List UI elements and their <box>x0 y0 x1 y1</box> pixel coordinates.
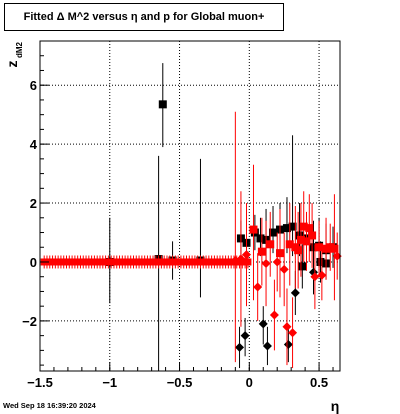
x-tick-label: 0.5 <box>310 375 328 390</box>
data-point-diamond <box>269 310 279 320</box>
data-point-square <box>285 240 294 249</box>
data-point-square <box>305 224 314 233</box>
data-point-square <box>276 249 284 258</box>
data-point-diamond <box>261 258 271 268</box>
plot-frame <box>39 40 341 372</box>
y-tick-label: −2 <box>22 314 37 329</box>
data-points <box>40 63 342 371</box>
data-point-diamond <box>332 251 342 261</box>
x-tick-label: −1.5 <box>27 375 53 390</box>
x-tick-label: −1 <box>102 375 117 390</box>
y-tick-label: 0 <box>30 255 37 270</box>
data-point-square <box>302 237 311 246</box>
data-point-square <box>249 225 258 234</box>
y-axis-label: z <box>4 61 20 68</box>
x-tick-label: −0.5 <box>167 375 193 390</box>
data-point-diamond <box>258 319 268 329</box>
data-point-square <box>158 100 167 109</box>
data-point-diamond <box>253 282 263 292</box>
data-point-diamond <box>317 270 327 280</box>
data-point-square <box>316 257 325 266</box>
data-point-square <box>294 246 303 255</box>
data-point-diamond <box>290 288 300 298</box>
data-point-diamond <box>288 328 298 338</box>
data-point-square <box>266 240 275 249</box>
data-point-square <box>308 231 317 240</box>
timestamp: Wed Sep 18 16:39:20 2024 <box>3 401 96 410</box>
data-point-square <box>288 222 297 231</box>
data-point-square <box>295 231 304 240</box>
data-point-square <box>257 247 266 256</box>
data-point-diamond <box>242 250 252 260</box>
data-point-diamond <box>235 342 245 352</box>
data-point-square <box>299 222 308 231</box>
data-point-diamond <box>283 339 293 349</box>
data-point-diamond <box>236 254 246 264</box>
chart-title: Fitted Δ M^2 versus η and p for Global m… <box>4 3 284 31</box>
y-tick-label: 2 <box>30 196 37 211</box>
data-point-square <box>326 243 335 252</box>
data-point-square <box>322 244 331 253</box>
data-point-square <box>256 234 265 243</box>
data-point-diamond <box>282 322 292 332</box>
axis-ticks: −1.5 −1 −0.5 0 0.5 −2 0 2 4 6 <box>22 40 334 390</box>
data-point-square <box>282 224 291 233</box>
y-tick-label: 6 <box>30 78 37 93</box>
data-point-diamond <box>310 272 320 282</box>
data-point-square <box>298 262 307 271</box>
data-point-square <box>269 228 278 237</box>
data-point-square <box>296 235 305 244</box>
data-point-square <box>315 243 324 252</box>
data-point-diamond <box>279 264 289 274</box>
x-axis-label: η <box>331 398 340 414</box>
data-point-square <box>309 243 318 252</box>
y-axis-label-subscript: dM2 <box>15 41 24 58</box>
data-point-diamond <box>240 331 250 341</box>
data-point-square <box>330 244 339 253</box>
band-marker <box>244 258 252 266</box>
y-tick-label: 4 <box>30 137 38 152</box>
data-point-diamond <box>262 341 272 351</box>
x-tick-label: 0 <box>246 375 253 390</box>
data-point-diamond <box>272 257 282 267</box>
